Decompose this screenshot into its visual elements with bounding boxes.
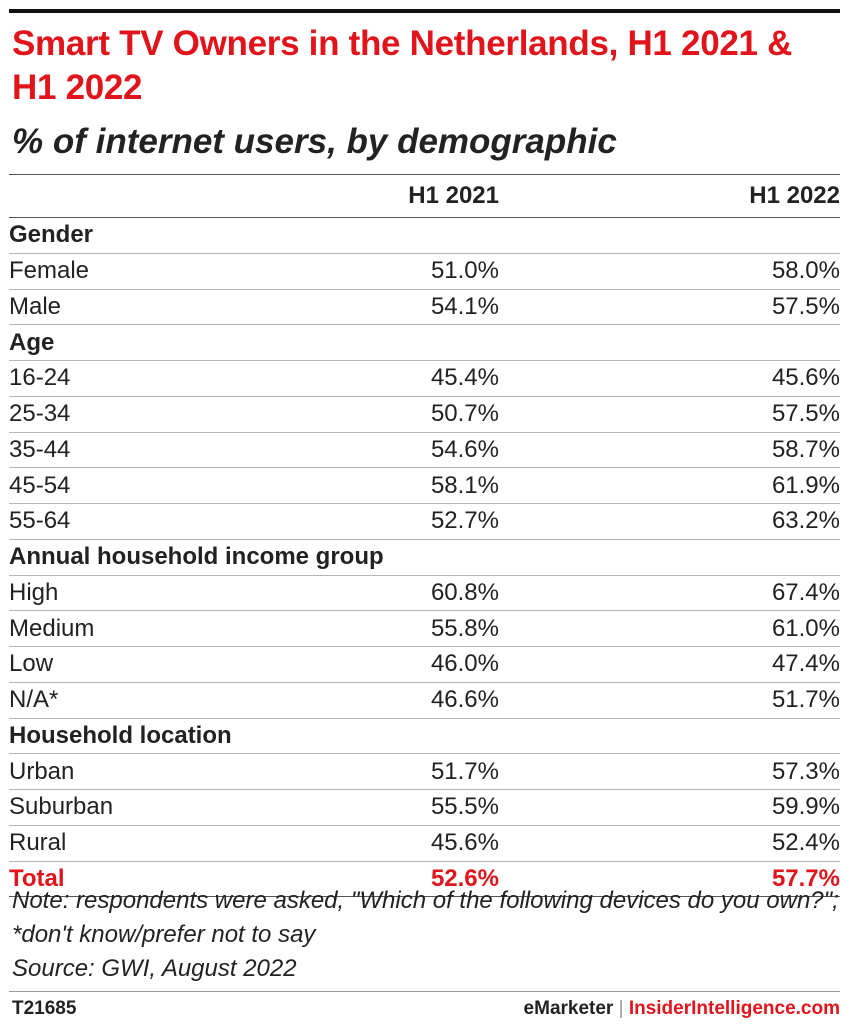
value-h1-2022: 58.7%: [771, 435, 840, 463]
value-h1-2021: 46.0%: [430, 650, 499, 678]
value-h1-2021: 58.1%: [430, 471, 499, 499]
group-header-row: Annual household income group: [9, 539, 840, 575]
row-label: 35-44: [9, 435, 71, 463]
value-h1-2021: 55.8%: [430, 614, 499, 642]
group-header-row: Gender: [9, 218, 840, 254]
row-label: Low: [9, 650, 54, 678]
chart-code: T21685: [12, 998, 77, 1019]
group-header-row: Household location: [9, 718, 840, 754]
brand-emarketer: eMarketer: [523, 998, 614, 1019]
table-body: Gender Female 51.0% 58.0% Male 54.1% 57.5% Age 1…: [9, 218, 840, 897]
table-row: Female 51.0% 58.0%: [9, 253, 840, 289]
column-header-label: [9, 175, 339, 218]
row-label: Urban: [9, 757, 75, 785]
chart-subtitle: % of internet users, by demographic: [12, 122, 617, 161]
value-h1-2021: 45.4%: [430, 364, 499, 392]
row-label: N/A*: [9, 686, 59, 714]
group-header-label: Household location: [9, 721, 232, 749]
row-label: 55-64: [9, 507, 71, 535]
brand-logo: eMarketer | InsiderIntelligence.com: [524, 998, 840, 1020]
total-row: Total 52.6% 57.7%: [9, 861, 840, 897]
value-h1-2021: 52.7%: [430, 507, 499, 535]
value-h1-2021: 51.7%: [430, 757, 499, 785]
table-row: Rural 45.6% 52.4%: [9, 825, 840, 861]
brand-insider-intelligence: InsiderIntelligence.com: [628, 998, 840, 1019]
chart-title: Smart TV Owners in the Netherlands, H1 2…: [12, 24, 793, 107]
table-row: 16-24 45.4% 45.6%: [9, 361, 840, 397]
brand-separator: |: [618, 998, 624, 1019]
value-h1-2021: 55.5%: [430, 793, 499, 821]
source-text: Source: GWI, August 2022: [12, 955, 297, 982]
table-row: 45-54 58.1% 61.9%: [9, 468, 840, 504]
table-row: 55-64 52.7% 63.2%: [9, 504, 840, 540]
value-h1-2021: 45.6%: [430, 829, 499, 857]
value-h1-2022: 67.4%: [771, 578, 840, 606]
row-label: High: [9, 578, 59, 606]
row-label: 16-24: [9, 364, 71, 392]
value-h1-2021: 54.6%: [430, 435, 499, 463]
column-header-h1-2022: H1 2022: [749, 182, 840, 209]
table-row: 35-44 54.6% 58.7%: [9, 432, 840, 468]
value-h1-2022: 61.0%: [771, 614, 840, 642]
group-header-label: Gender: [9, 221, 94, 249]
value-h1-2022: 57.7%: [771, 864, 840, 892]
row-label: Male: [9, 292, 62, 320]
table-row: Urban 51.7% 57.3%: [9, 754, 840, 790]
value-h1-2021: 54.1%: [430, 292, 499, 320]
table-row: Suburban 55.5% 59.9%: [9, 790, 840, 826]
chart-note: Note: respondents were asked, "Which of …: [12, 884, 842, 986]
row-label: Female: [9, 257, 90, 285]
note-text: Note: respondents were asked, "Which of …: [12, 887, 839, 948]
value-h1-2021: 46.6%: [430, 686, 499, 714]
row-label: Suburban: [9, 793, 114, 821]
value-h1-2022: 61.9%: [771, 471, 840, 499]
row-label: 25-34: [9, 400, 71, 428]
value-h1-2022: 59.9%: [771, 793, 840, 821]
total-label: Total: [9, 864, 65, 892]
value-h1-2021: 51.0%: [430, 257, 499, 285]
footer-rule: [9, 991, 840, 992]
group-header-label: Age: [9, 328, 55, 356]
table-row: Low 46.0% 47.4%: [9, 647, 840, 683]
value-h1-2022: 63.2%: [771, 507, 840, 535]
value-h1-2022: 52.4%: [771, 829, 840, 857]
row-label: Medium: [9, 614, 95, 642]
value-h1-2022: 51.7%: [771, 686, 840, 714]
table-row: Medium 55.8% 61.0%: [9, 611, 840, 647]
table-row: 25-34 50.7% 57.5%: [9, 396, 840, 432]
group-header-label: Annual household income group: [9, 543, 384, 571]
value-h1-2021: 52.6%: [430, 864, 499, 892]
value-h1-2021: 60.8%: [430, 578, 499, 606]
top-rule: [9, 9, 840, 13]
table-row: N/A* 46.6% 51.7%: [9, 682, 840, 718]
value-h1-2022: 57.5%: [771, 292, 840, 320]
value-h1-2022: 57.3%: [771, 757, 840, 785]
row-label: 45-54: [9, 471, 71, 499]
table-header-row: H1 2021 H1 2022: [9, 175, 840, 218]
value-h1-2022: 57.5%: [771, 400, 840, 428]
row-label: Rural: [9, 829, 67, 857]
value-h1-2022: 58.0%: [771, 257, 840, 285]
table-row: Male 54.1% 57.5%: [9, 289, 840, 325]
value-h1-2022: 45.6%: [771, 364, 840, 392]
group-header-row: Age: [9, 325, 840, 361]
value-h1-2022: 47.4%: [771, 650, 840, 678]
column-header-h1-2021: H1 2021: [408, 182, 499, 209]
value-h1-2021: 50.7%: [430, 400, 499, 428]
table-row: High 60.8% 67.4%: [9, 575, 840, 611]
data-table: H1 2021 H1 2022 Gender Female 51.0% 58.0% Ma…: [9, 174, 840, 898]
